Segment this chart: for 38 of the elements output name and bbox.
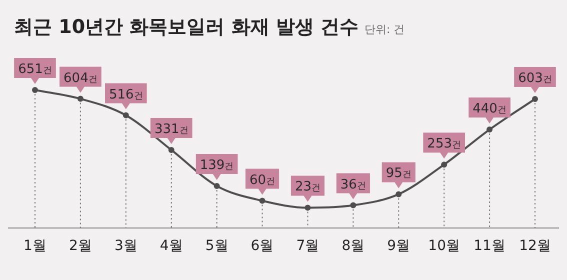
data-label: 139건 xyxy=(200,158,234,173)
point xyxy=(259,198,266,204)
data-label: 95건 xyxy=(386,166,412,182)
data-label: 253건 xyxy=(427,136,462,152)
data-label: 651건 xyxy=(18,62,52,77)
point xyxy=(32,87,38,93)
point xyxy=(122,112,129,118)
point xyxy=(350,202,356,208)
point xyxy=(486,126,493,133)
point xyxy=(77,96,84,102)
x-tick-label: 2월 xyxy=(68,238,92,254)
data-label: 60건 xyxy=(250,172,276,188)
point xyxy=(304,204,311,211)
x-tick-label: 6월 xyxy=(250,238,274,254)
x-tick-label: 7월 xyxy=(296,238,320,254)
x-tick-label: 11월 xyxy=(474,238,506,254)
x-tick-label: 4월 xyxy=(160,238,183,254)
data-label: 23건 xyxy=(294,180,320,195)
data-label: 603건 xyxy=(518,70,552,86)
x-tick-label: 12월 xyxy=(519,238,551,254)
x-tick-label: 5월 xyxy=(205,238,228,254)
data-label: 440건 xyxy=(472,102,506,117)
x-tick-label: 1월 xyxy=(24,238,46,254)
point xyxy=(532,96,538,102)
x-tick-label: 8월 xyxy=(342,238,365,254)
data-label: 604건 xyxy=(64,70,98,86)
data-label: 331건 xyxy=(154,122,188,137)
point xyxy=(168,146,174,153)
text: 단위: 건 xyxy=(364,23,405,36)
point xyxy=(441,162,448,168)
x-tick-label: 9월 xyxy=(387,238,410,254)
x-tick-label: 3월 xyxy=(114,238,138,254)
data-label: 516건 xyxy=(108,87,143,102)
x-tick-label: 10월 xyxy=(428,238,460,254)
chart-title: 최근 10년간 화목보일러 화재 발생 건수 xyxy=(14,16,359,38)
point xyxy=(214,182,220,189)
point xyxy=(396,191,402,198)
data-label: 36건 xyxy=(340,177,366,192)
